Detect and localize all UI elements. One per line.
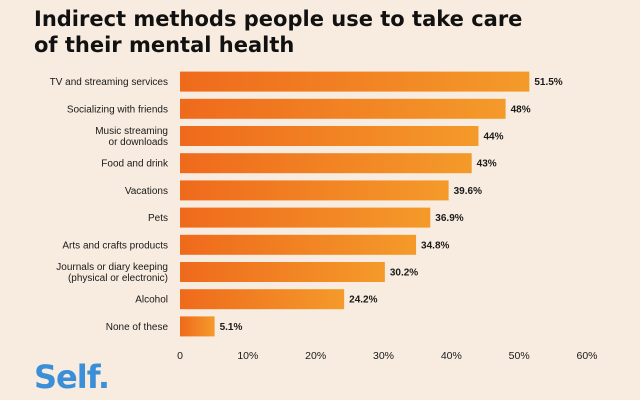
x-tick-label: 10% xyxy=(237,350,258,362)
value-label: 34.8% xyxy=(421,240,449,251)
value-label: 43% xyxy=(477,159,497,170)
category-label: Socializing with friends xyxy=(67,104,168,115)
bar xyxy=(180,153,472,174)
x-tick-label: 20% xyxy=(305,350,326,362)
x-tick-label: 30% xyxy=(373,350,394,362)
category-label: None of these xyxy=(106,322,169,333)
value-label: 30.2% xyxy=(390,268,418,279)
self-brand-logo: Self. xyxy=(34,358,110,396)
category-label: Food and drink xyxy=(101,159,169,170)
bar xyxy=(180,98,506,119)
bar xyxy=(180,262,385,282)
bar xyxy=(180,207,431,228)
value-label: 39.6% xyxy=(454,186,482,197)
chart-title: Indirect methods people use to take care… xyxy=(34,6,634,58)
value-label: 36.9% xyxy=(435,213,463,224)
x-tick-label: 0 xyxy=(177,350,183,362)
chart-title-line-2: of their mental health xyxy=(34,33,295,57)
bar xyxy=(180,234,417,255)
x-axis-ticks-group: 0 10% 20% 30% 40% 50% 60% xyxy=(177,350,597,362)
bar xyxy=(180,180,449,201)
x-tick-label: 60% xyxy=(576,350,597,362)
value-label: 5.1% xyxy=(220,322,243,333)
bar xyxy=(180,126,479,146)
category-label: Journals or diary keeping (physical or el… xyxy=(56,262,168,284)
value-label: 48% xyxy=(511,104,531,115)
category-label: Arts and crafts products xyxy=(62,240,168,251)
bar xyxy=(180,71,530,92)
value-labels-group: 51.5% 48% 44% 43% 39.6% 36.9% 34.8% 30.2% 24.2% 5… xyxy=(220,77,563,333)
x-tick-label: 40% xyxy=(441,350,462,362)
value-label: 24.2% xyxy=(349,295,377,306)
value-label: 44% xyxy=(483,132,503,143)
value-label: 51.5% xyxy=(534,77,562,88)
bars-group xyxy=(180,71,530,337)
x-tick-label: 50% xyxy=(509,350,530,362)
chart-title-line-1: Indirect methods people use to take care xyxy=(34,7,523,31)
category-label: Music streaming or downloads xyxy=(95,126,168,148)
category-label: TV and streaming services xyxy=(50,77,168,88)
category-label: Vacations xyxy=(125,186,168,197)
category-label: Alcohol xyxy=(135,295,168,306)
bar xyxy=(180,289,345,310)
category-labels-group: TV and streaming services Socializing wit… xyxy=(50,77,169,333)
bar xyxy=(180,316,215,337)
category-label: Pets xyxy=(148,213,168,224)
